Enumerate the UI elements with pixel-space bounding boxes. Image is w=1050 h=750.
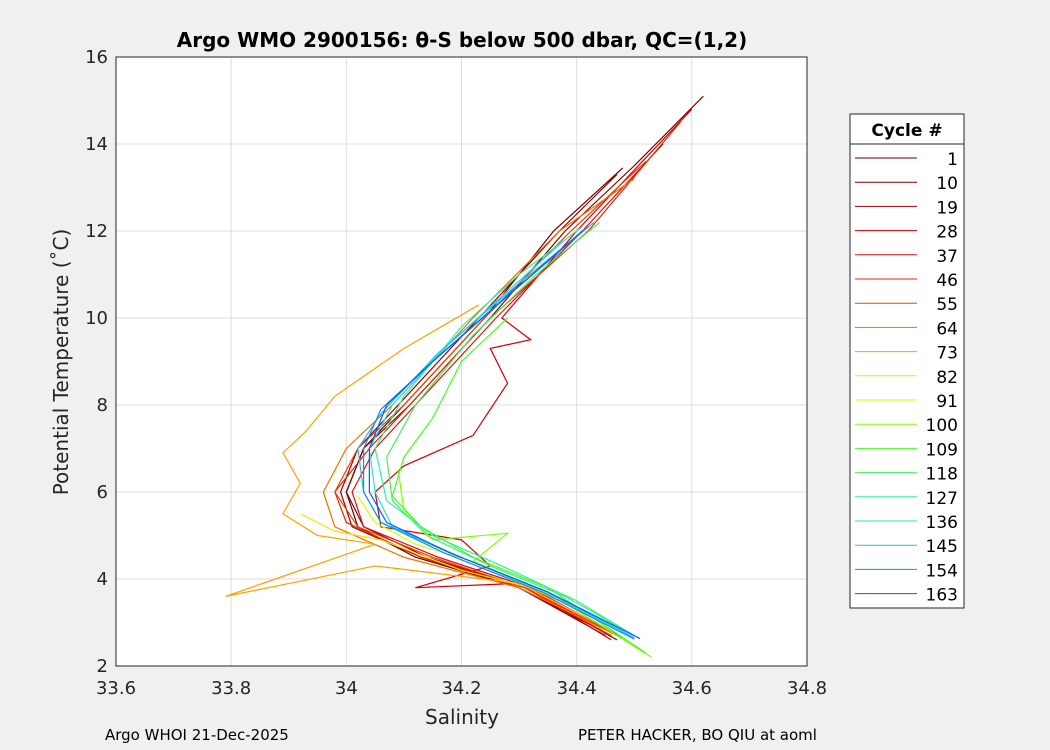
series-line-cycle-73 xyxy=(225,304,618,634)
y-tick-label: 2 xyxy=(97,656,108,677)
x-axis-label: Salinity xyxy=(425,705,499,729)
legend-label: 28 xyxy=(936,223,958,243)
legend-label: 82 xyxy=(936,368,958,388)
x-tick-label: 33.6 xyxy=(96,678,136,699)
y-tick-label: 12 xyxy=(85,221,108,242)
series-line-cycle-127 xyxy=(374,226,635,637)
legend-label: 1 xyxy=(947,150,958,170)
series-line-cycle-64 xyxy=(322,178,635,637)
legend-label: 145 xyxy=(926,537,958,557)
series-line-cycle-163 xyxy=(368,230,641,640)
legend-label: 46 xyxy=(936,271,958,291)
axes-box xyxy=(115,56,808,667)
y-tick-label: 16 xyxy=(85,47,108,68)
series-line-cycle-28 xyxy=(374,108,693,641)
footer-left: Argo WHOI 21-Dec-2025 xyxy=(105,726,289,744)
y-tick-label: 8 xyxy=(97,395,108,416)
legend-label: 163 xyxy=(926,586,958,606)
x-tick-label: 33.8 xyxy=(211,678,251,699)
legend-label: 127 xyxy=(926,489,958,509)
y-axis-label: Potential Temperature (˚C) xyxy=(49,229,73,496)
legend-label: 73 xyxy=(936,344,958,364)
x-tick-label: 34.4 xyxy=(557,678,597,699)
x-tick-label: 34.8 xyxy=(787,678,827,699)
footer-right: PETER HACKER, BO QIU at aoml xyxy=(578,726,817,744)
y-tick-label: 6 xyxy=(97,482,108,503)
legend-label: 109 xyxy=(926,440,958,460)
legend-label: 136 xyxy=(926,513,958,533)
legend-label: 118 xyxy=(926,465,958,485)
x-tick-label: 34 xyxy=(335,678,358,699)
legend: Cycle # 1 10 19 28 37 46 55 64 73 82 91 100 109 118 12… xyxy=(849,113,965,609)
legend-label: 154 xyxy=(926,561,958,581)
series-line-cycle-46 xyxy=(334,121,681,637)
legend-label: 64 xyxy=(936,319,958,339)
y-tick-label: 4 xyxy=(97,569,108,590)
chart-title: Argo WMO 2900156: θ-S below 500 dbar, QC… xyxy=(177,28,747,52)
legend-label: 37 xyxy=(936,247,958,267)
legend-label: 100 xyxy=(926,416,958,436)
x-tick-label: 34.2 xyxy=(441,678,481,699)
series-line-cycle-118 xyxy=(386,221,635,637)
y-tick-label: 14 xyxy=(85,134,108,155)
legend-label: 19 xyxy=(936,198,958,218)
y-tick-label: 10 xyxy=(85,308,108,329)
legend-label: 10 xyxy=(936,174,958,194)
legend-label: 91 xyxy=(936,392,958,412)
series-line-cycle-55 xyxy=(334,160,647,637)
legend-label: 55 xyxy=(936,295,958,315)
x-tick-label: 34.6 xyxy=(672,678,712,699)
legend-title: Cycle # xyxy=(871,121,942,141)
